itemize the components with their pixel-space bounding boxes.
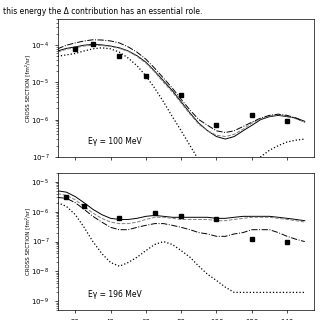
Y-axis label: CROSS SECTION [fm²/sr]: CROSS SECTION [fm²/sr] <box>24 208 30 275</box>
Text: Eγ = 100 MeV: Eγ = 100 MeV <box>88 137 142 146</box>
Text: this energy the Δ contribution has an essential role.: this energy the Δ contribution has an es… <box>3 7 203 16</box>
Y-axis label: CROSS SECTION [fm²/sr]: CROSS SECTION [fm²/sr] <box>24 54 30 122</box>
Text: Eγ = 196 MeV: Eγ = 196 MeV <box>88 290 142 300</box>
